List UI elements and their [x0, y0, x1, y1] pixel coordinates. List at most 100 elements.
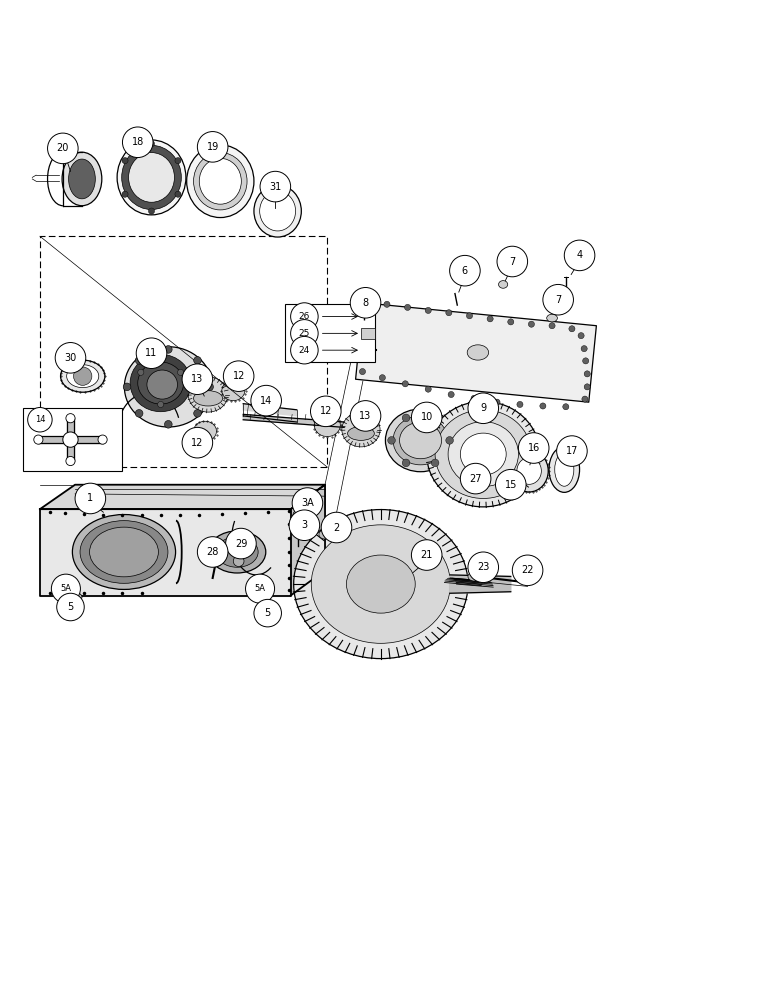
Circle shape	[564, 240, 595, 271]
Circle shape	[487, 316, 493, 322]
Polygon shape	[40, 485, 325, 509]
Circle shape	[495, 469, 526, 500]
Ellipse shape	[385, 409, 456, 472]
Bar	[23, 408, 122, 471]
Bar	[40, 236, 328, 467]
Circle shape	[178, 369, 183, 375]
Ellipse shape	[435, 410, 531, 498]
Circle shape	[310, 396, 341, 427]
Polygon shape	[356, 303, 597, 402]
Circle shape	[562, 404, 569, 410]
Text: 7: 7	[555, 295, 562, 305]
Ellipse shape	[517, 458, 541, 484]
Text: 2: 2	[333, 523, 339, 533]
Text: 7: 7	[509, 257, 516, 267]
Ellipse shape	[147, 370, 178, 399]
Ellipse shape	[510, 450, 548, 492]
Circle shape	[321, 512, 352, 543]
Circle shape	[448, 391, 454, 398]
Ellipse shape	[130, 354, 191, 412]
Circle shape	[557, 436, 587, 466]
Circle shape	[197, 537, 228, 567]
Ellipse shape	[427, 401, 540, 507]
Text: 13: 13	[360, 411, 371, 421]
Ellipse shape	[222, 381, 245, 401]
Circle shape	[350, 401, 381, 431]
Circle shape	[360, 307, 366, 313]
Circle shape	[292, 488, 323, 518]
Ellipse shape	[90, 527, 158, 577]
Circle shape	[519, 433, 549, 463]
Text: 24: 24	[299, 346, 310, 355]
Text: 6: 6	[462, 266, 468, 276]
Circle shape	[135, 357, 143, 364]
Circle shape	[291, 336, 318, 364]
Circle shape	[425, 307, 431, 313]
Circle shape	[122, 191, 128, 197]
Circle shape	[75, 483, 105, 514]
Text: 5A: 5A	[254, 584, 265, 593]
Circle shape	[182, 427, 213, 458]
Ellipse shape	[555, 453, 574, 486]
Circle shape	[175, 158, 181, 164]
Text: 18: 18	[132, 137, 144, 147]
Circle shape	[57, 593, 84, 621]
Circle shape	[293, 525, 303, 536]
Polygon shape	[243, 414, 344, 427]
Bar	[361, 328, 374, 339]
Circle shape	[34, 435, 43, 444]
Ellipse shape	[122, 145, 181, 210]
Circle shape	[581, 346, 587, 352]
Circle shape	[206, 383, 214, 391]
Circle shape	[446, 437, 453, 444]
Circle shape	[517, 401, 523, 408]
Polygon shape	[38, 437, 103, 443]
Ellipse shape	[193, 421, 217, 441]
Text: 3: 3	[301, 520, 307, 530]
Circle shape	[446, 310, 452, 316]
Text: 12: 12	[191, 438, 204, 448]
Ellipse shape	[80, 521, 168, 583]
Ellipse shape	[193, 153, 247, 210]
Circle shape	[411, 402, 442, 433]
Circle shape	[122, 158, 128, 164]
Circle shape	[402, 459, 410, 467]
Circle shape	[388, 437, 395, 444]
Circle shape	[358, 332, 364, 338]
Ellipse shape	[69, 159, 95, 199]
Text: 1: 1	[87, 493, 94, 503]
Ellipse shape	[393, 416, 448, 465]
Bar	[285, 304, 374, 362]
Circle shape	[291, 303, 318, 330]
Text: 26: 26	[299, 312, 310, 321]
Ellipse shape	[138, 362, 183, 404]
Text: 5A: 5A	[60, 584, 72, 593]
Ellipse shape	[448, 422, 519, 487]
Ellipse shape	[547, 314, 558, 322]
Circle shape	[158, 401, 164, 408]
Circle shape	[471, 395, 477, 401]
Ellipse shape	[468, 572, 480, 581]
Text: 12: 12	[320, 406, 332, 416]
Circle shape	[402, 414, 410, 422]
Circle shape	[578, 333, 584, 339]
Circle shape	[468, 552, 498, 583]
Text: 30: 30	[65, 353, 76, 363]
Circle shape	[233, 556, 244, 567]
Text: 3A: 3A	[301, 498, 314, 508]
Text: 22: 22	[521, 565, 534, 575]
Ellipse shape	[216, 537, 258, 567]
Ellipse shape	[66, 365, 99, 388]
Circle shape	[197, 132, 228, 162]
Circle shape	[66, 456, 75, 466]
Circle shape	[543, 284, 573, 315]
Ellipse shape	[346, 555, 415, 613]
Circle shape	[528, 321, 534, 327]
Text: 14: 14	[260, 396, 272, 406]
Circle shape	[466, 313, 473, 319]
Ellipse shape	[498, 477, 508, 485]
Circle shape	[549, 323, 555, 329]
Circle shape	[175, 191, 181, 197]
Circle shape	[55, 343, 86, 373]
Circle shape	[122, 127, 153, 158]
